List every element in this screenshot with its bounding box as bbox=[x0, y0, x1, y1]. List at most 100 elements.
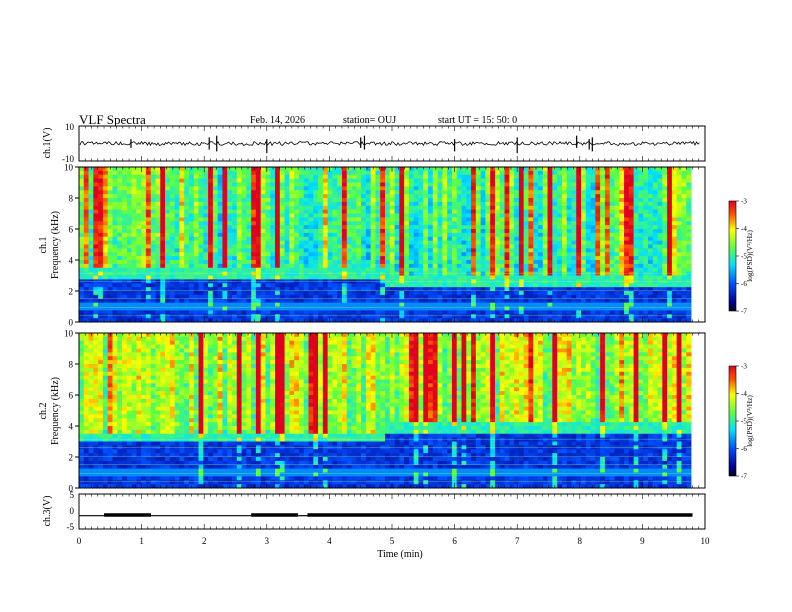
spectrogram-cell bbox=[122, 232, 128, 238]
spectrogram-cell bbox=[131, 318, 137, 323]
spectrogram-cell bbox=[628, 302, 635, 307]
spectrogram-cell bbox=[188, 221, 195, 226]
spectrogram-cell bbox=[298, 213, 305, 218]
spectrogram-cell bbox=[499, 232, 505, 238]
spectrogram-cell bbox=[227, 232, 233, 238]
spectrogram-cell bbox=[423, 198, 429, 203]
spectrogram-cell bbox=[275, 167, 281, 172]
spectrogram-cell bbox=[638, 252, 644, 257]
spectrogram-cell bbox=[341, 302, 348, 307]
spectrogram-cell bbox=[552, 283, 558, 288]
spectrogram-cell bbox=[83, 310, 89, 315]
spectrogram-cell bbox=[289, 209, 295, 214]
spectrogram-cell bbox=[624, 236, 630, 242]
spectrogram-cell bbox=[141, 275, 147, 280]
spectrogram-cell bbox=[136, 190, 142, 195]
spectrogram-cell bbox=[284, 275, 290, 280]
spectrogram-cell bbox=[442, 178, 448, 183]
spectrogram-cell bbox=[576, 275, 582, 280]
spectrogram-cell bbox=[432, 302, 438, 307]
spectrogram-cell bbox=[628, 198, 635, 203]
spectrogram-cell bbox=[447, 306, 453, 311]
spectrogram-cell bbox=[638, 167, 644, 172]
spectrogram-cell bbox=[346, 186, 352, 191]
spectrogram-cell bbox=[538, 252, 544, 257]
spectrogram-cell bbox=[184, 229, 190, 234]
spectrogram-cell bbox=[471, 283, 477, 288]
spectrogram-cell bbox=[490, 244, 496, 249]
spectrogram-cell bbox=[169, 318, 176, 323]
spectrogram-cell bbox=[255, 190, 262, 195]
spectrogram-cell bbox=[265, 256, 271, 261]
spectrogram-cell bbox=[451, 310, 458, 315]
spectrogram-cell bbox=[595, 209, 601, 214]
spectrogram-cell bbox=[337, 298, 343, 304]
spectrogram-cell bbox=[222, 232, 228, 238]
spectrogram-cell bbox=[93, 201, 99, 207]
spectrogram-cell bbox=[432, 240, 438, 245]
spectrogram-cell bbox=[131, 167, 137, 172]
spectrogram-cell bbox=[437, 310, 443, 315]
spectrogram-cell bbox=[576, 287, 582, 292]
spectrogram-cell bbox=[260, 291, 266, 296]
spectrogram-cell bbox=[566, 275, 572, 280]
spectrogram-cell bbox=[408, 213, 415, 218]
spectrogram-cell bbox=[145, 263, 152, 269]
spectrogram-cell bbox=[155, 283, 161, 288]
spectrogram-cell bbox=[609, 310, 615, 315]
spectrogram-cell bbox=[102, 310, 109, 315]
spectrogram-cell bbox=[298, 252, 305, 257]
spectrogram-cell bbox=[251, 302, 257, 307]
spectrogram-cell bbox=[131, 229, 137, 234]
spectrogram-cell bbox=[385, 213, 391, 218]
spectrogram-cell bbox=[509, 302, 515, 307]
spectrogram-cell bbox=[657, 314, 663, 319]
spectrogram-cell bbox=[88, 221, 94, 226]
spectrogram-cell bbox=[404, 271, 410, 276]
spectrogram-cell bbox=[260, 260, 266, 265]
spectrogram-cell bbox=[542, 271, 548, 276]
spectrogram-cell bbox=[83, 294, 89, 300]
spectrogram-cell bbox=[102, 205, 109, 211]
spectrogram-cell bbox=[222, 306, 228, 311]
spectrogram-cell bbox=[165, 182, 171, 187]
spectrogram-cell bbox=[102, 256, 109, 261]
spectrogram-cell bbox=[236, 318, 242, 323]
spectrogram-cell bbox=[604, 232, 611, 238]
spectrogram-cell bbox=[475, 221, 482, 226]
spectrogram-cell bbox=[494, 205, 501, 211]
spectrogram-cell bbox=[480, 256, 486, 261]
spectrogram-cell bbox=[122, 283, 128, 288]
spectrogram-cell bbox=[322, 271, 329, 276]
spectrogram-cell bbox=[337, 267, 343, 273]
spectrogram-cell bbox=[604, 310, 611, 315]
spectrogram-cell bbox=[193, 248, 199, 253]
spectrogram-cell bbox=[260, 318, 266, 323]
spectrogram-cell bbox=[456, 306, 462, 311]
spectrogram-cell bbox=[504, 287, 510, 292]
spectrogram-cell bbox=[662, 170, 668, 176]
spectrogram-cell bbox=[652, 240, 658, 245]
spectrogram-cell bbox=[284, 182, 290, 187]
spectrogram-cell bbox=[318, 252, 324, 257]
spectrogram-cell bbox=[518, 209, 525, 214]
spectrogram-cell bbox=[590, 240, 596, 245]
spectrogram-cell bbox=[662, 213, 668, 218]
spectrogram-cell bbox=[370, 252, 376, 257]
spectrogram-cell bbox=[442, 232, 448, 238]
spectrogram-cell bbox=[447, 318, 453, 323]
spectrogram-cell bbox=[145, 232, 152, 238]
spectrogram-cell bbox=[246, 306, 252, 311]
spectrogram-cell bbox=[538, 217, 544, 222]
spectrogram-cell bbox=[475, 275, 482, 280]
spectrogram-cell bbox=[408, 271, 415, 276]
spectrogram-cell bbox=[442, 190, 448, 195]
spectrogram-cell bbox=[160, 298, 166, 304]
spectrogram-cell bbox=[494, 252, 501, 257]
spectrogram-cell bbox=[595, 201, 601, 207]
spectrogram-cell bbox=[294, 205, 300, 211]
spectrogram-cell bbox=[456, 294, 462, 300]
spectrogram-cell bbox=[576, 178, 582, 183]
spectrogram-cell bbox=[456, 201, 462, 207]
spectrogram-cell bbox=[523, 209, 529, 214]
